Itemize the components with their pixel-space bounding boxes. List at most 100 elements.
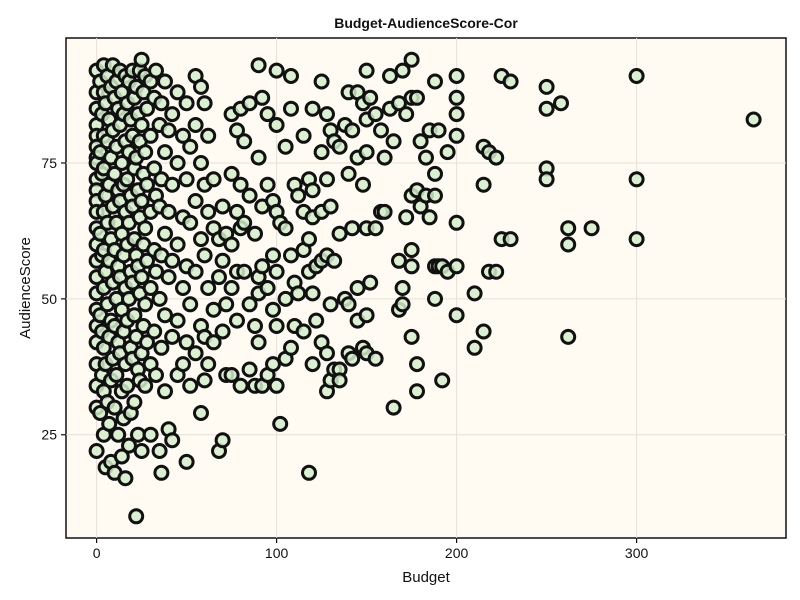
data-point (398, 106, 415, 123)
data-point (412, 133, 429, 150)
data-point (418, 149, 434, 166)
data-point (133, 443, 150, 459)
data-point (157, 144, 173, 161)
data-point (376, 203, 393, 220)
x-tick-label: 100 (265, 545, 289, 561)
data-point (223, 280, 240, 296)
data-point (113, 448, 130, 465)
data-point (382, 68, 398, 84)
data-point (301, 464, 317, 481)
data-point (126, 307, 143, 324)
data-point (313, 73, 330, 90)
data-point (340, 165, 357, 182)
data-point (187, 263, 204, 280)
data-point (101, 415, 118, 432)
data-point (193, 405, 209, 421)
data-point (232, 377, 249, 394)
data-point (232, 176, 249, 193)
data-point (583, 220, 600, 237)
data-point (153, 464, 170, 481)
data-point (358, 62, 375, 79)
data-point (394, 296, 411, 313)
data-point (106, 399, 123, 416)
data-point (218, 296, 235, 313)
data-point (290, 285, 307, 302)
data-point (268, 117, 285, 133)
data-point (119, 171, 136, 188)
x-axis-title: Budget (402, 569, 450, 586)
data-point (110, 426, 127, 443)
data-point (265, 356, 281, 373)
data-point (391, 95, 407, 112)
data-point (331, 138, 348, 155)
data-point (427, 290, 443, 307)
data-point (148, 367, 164, 383)
data-point (301, 231, 317, 248)
data-point (385, 399, 402, 416)
data-point (229, 312, 245, 329)
data-point (398, 209, 415, 226)
data-point (272, 415, 289, 432)
data-point (259, 280, 276, 296)
data-point (214, 198, 231, 215)
data-point (169, 236, 186, 253)
data-point (367, 220, 384, 237)
data-point (223, 165, 240, 182)
data-point (362, 274, 379, 291)
data-point (283, 100, 299, 117)
data-point (409, 356, 425, 373)
data-point (236, 214, 253, 231)
data-point (409, 89, 425, 106)
data-point (538, 100, 555, 117)
data-point (403, 328, 420, 345)
data-point (169, 312, 186, 329)
data-point (241, 296, 258, 313)
y-tick-label: 25 (41, 427, 57, 443)
data-point (148, 62, 164, 79)
data-point (164, 252, 181, 269)
data-point (745, 111, 762, 128)
data-point (160, 203, 177, 220)
data-point (331, 225, 348, 242)
data-point (187, 193, 204, 209)
y-tick-label: 75 (41, 155, 57, 171)
data-point (502, 231, 519, 248)
data-point (628, 171, 645, 188)
data-point (178, 171, 195, 188)
data-point (373, 122, 389, 139)
data-point (178, 95, 195, 112)
data-point (560, 236, 577, 253)
data-point (200, 356, 217, 373)
data-point (160, 269, 177, 286)
data-point (448, 214, 465, 231)
data-point (182, 296, 199, 313)
data-point (214, 252, 231, 269)
data-point (488, 149, 505, 166)
data-point (139, 100, 155, 117)
data-point (322, 296, 339, 313)
data-point (146, 160, 163, 177)
data-point (153, 95, 170, 112)
data-point (448, 127, 465, 144)
data-point (182, 377, 199, 394)
x-tick-label: 200 (445, 545, 469, 561)
data-point (394, 62, 411, 79)
data-point (139, 334, 155, 351)
x-tick-label: 300 (625, 545, 649, 561)
data-point (553, 95, 569, 112)
data-point (250, 57, 267, 74)
data-point (205, 334, 222, 351)
data-point (448, 307, 465, 324)
y-tick-label: 50 (41, 291, 57, 307)
data-point (106, 165, 123, 182)
data-point (277, 138, 294, 155)
data-point (391, 252, 407, 269)
data-point (113, 155, 130, 171)
data-point (169, 84, 186, 101)
data-point (326, 252, 343, 269)
data-point (355, 176, 371, 193)
data-point (236, 133, 253, 150)
data-point (153, 339, 170, 356)
data-point (488, 263, 505, 280)
data-point (254, 258, 271, 275)
